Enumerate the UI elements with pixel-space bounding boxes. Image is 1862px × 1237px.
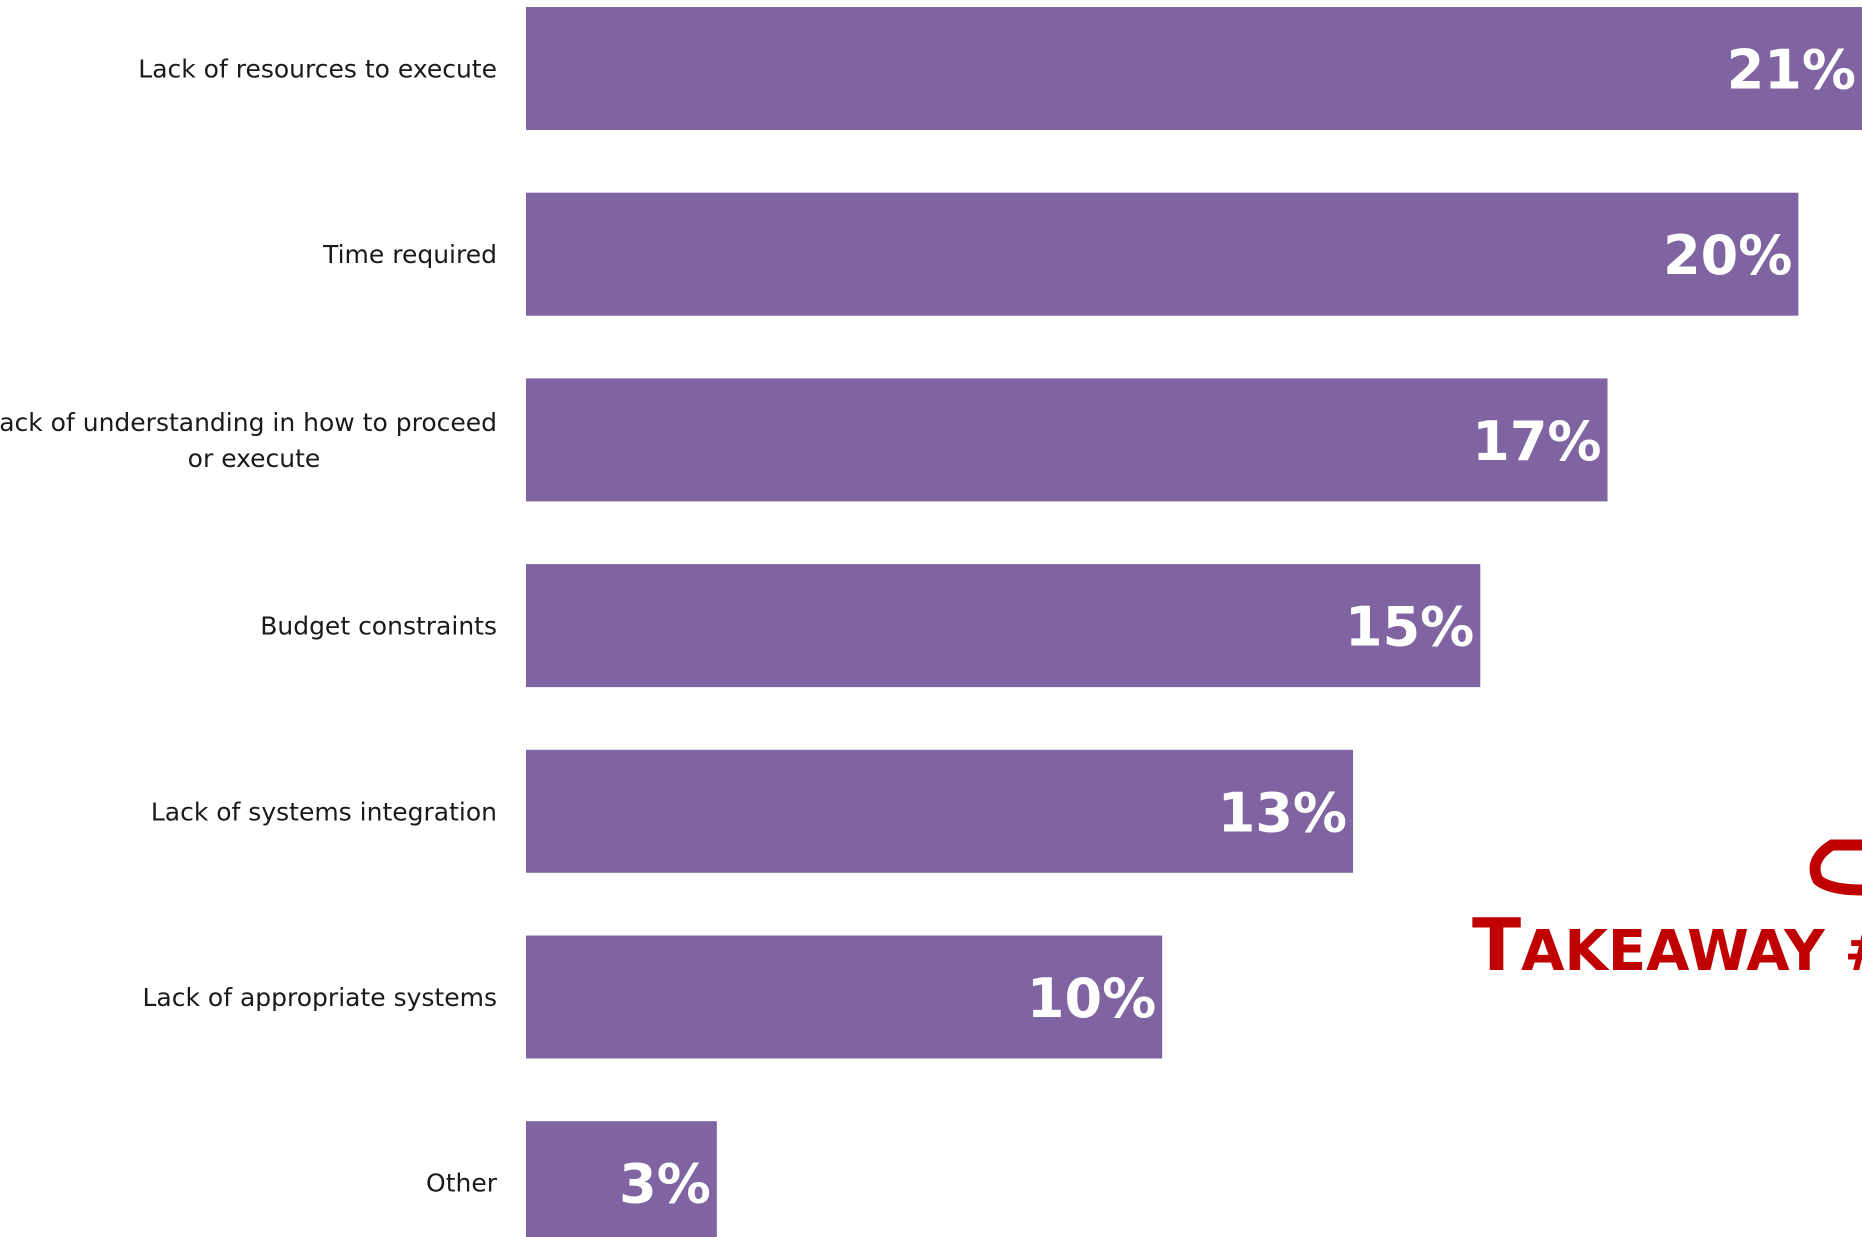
takeaway-arc-decoration — [1809, 839, 1862, 896]
bar-6 — [526, 1121, 717, 1237]
category-label-6: Other — [426, 1169, 498, 1198]
value-label-6: 3% — [619, 1153, 711, 1216]
bar-1 — [526, 192, 1799, 316]
category-labels: Lack of resources to execute Time require… — [0, 55, 498, 1198]
value-label-5: 10% — [1027, 967, 1156, 1030]
category-label-0: Lack of resources to execute — [138, 55, 497, 84]
value-label-0: 21% — [1727, 39, 1856, 102]
category-label-4: Lack of systems integration — [151, 797, 497, 826]
bar-0 — [526, 7, 1862, 130]
value-label-3: 15% — [1345, 596, 1474, 659]
value-labels: 21% 20% 17% 15% 13% 10% 3% — [619, 39, 1856, 1216]
bar-4 — [526, 749, 1354, 873]
bar-3 — [526, 564, 1481, 688]
value-label-4: 13% — [1218, 781, 1347, 844]
takeaway-text: TAKEAWAY #3 — [1472, 903, 1862, 987]
category-label-3: Budget constraints — [260, 612, 497, 641]
category-label-5: Lack of appropriate systems — [143, 983, 498, 1012]
value-label-1: 20% — [1663, 224, 1792, 287]
value-label-2: 17% — [1472, 410, 1601, 473]
category-label-1: Time required — [322, 240, 497, 269]
bars — [526, 7, 1862, 1237]
bar-2 — [526, 378, 1608, 502]
takeaway-callout: TAKEAWAY #3 — [1472, 839, 1862, 987]
bar-5 — [526, 935, 1163, 1059]
category-label-2: Lack of understanding in how to proceed o… — [0, 408, 497, 473]
